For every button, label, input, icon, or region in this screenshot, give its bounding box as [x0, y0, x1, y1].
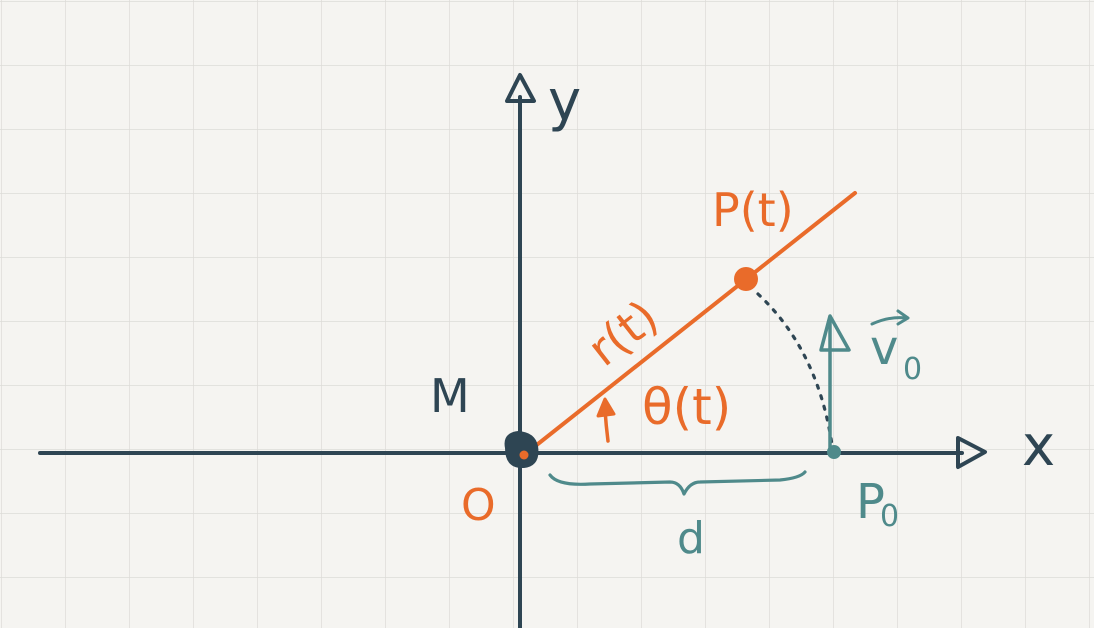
x-axis — [38, 436, 987, 469]
velocity-arrow — [819, 314, 851, 450]
y-axis-label: y — [548, 69, 581, 134]
moving-point-dot — [734, 267, 758, 291]
mass-blob-shape — [504, 431, 539, 469]
y-axis-arrowhead — [505, 73, 536, 103]
start-point-label-main: P — [856, 474, 885, 530]
origin-dot — [519, 450, 529, 460]
distance-label: d — [677, 513, 705, 564]
y-axis — [505, 73, 536, 628]
angle-arrowhead — [596, 397, 616, 418]
angle-label: θ(t) — [642, 378, 731, 436]
start-point-label: P 0 — [856, 474, 899, 534]
velocity-arrowhead — [819, 314, 851, 352]
radius-line — [522, 191, 857, 457]
start-point-dot — [827, 445, 841, 459]
velocity-label: v 0 — [870, 309, 922, 387]
velocity-label-main: v — [870, 320, 898, 376]
mass-blob — [504, 431, 539, 469]
velocity-label-subscript: 0 — [903, 352, 922, 387]
mass-label: M — [430, 369, 470, 423]
distance-brace — [548, 470, 807, 496]
x-axis-label: x — [1022, 414, 1055, 479]
velocity-vector-arrow — [870, 309, 910, 326]
x-axis-arrowhead — [956, 436, 987, 469]
point-label: P(t) — [712, 183, 794, 237]
origin-label: O — [461, 480, 496, 531]
angle-arrow — [596, 397, 616, 443]
start-point-label-subscript: 0 — [880, 499, 899, 534]
